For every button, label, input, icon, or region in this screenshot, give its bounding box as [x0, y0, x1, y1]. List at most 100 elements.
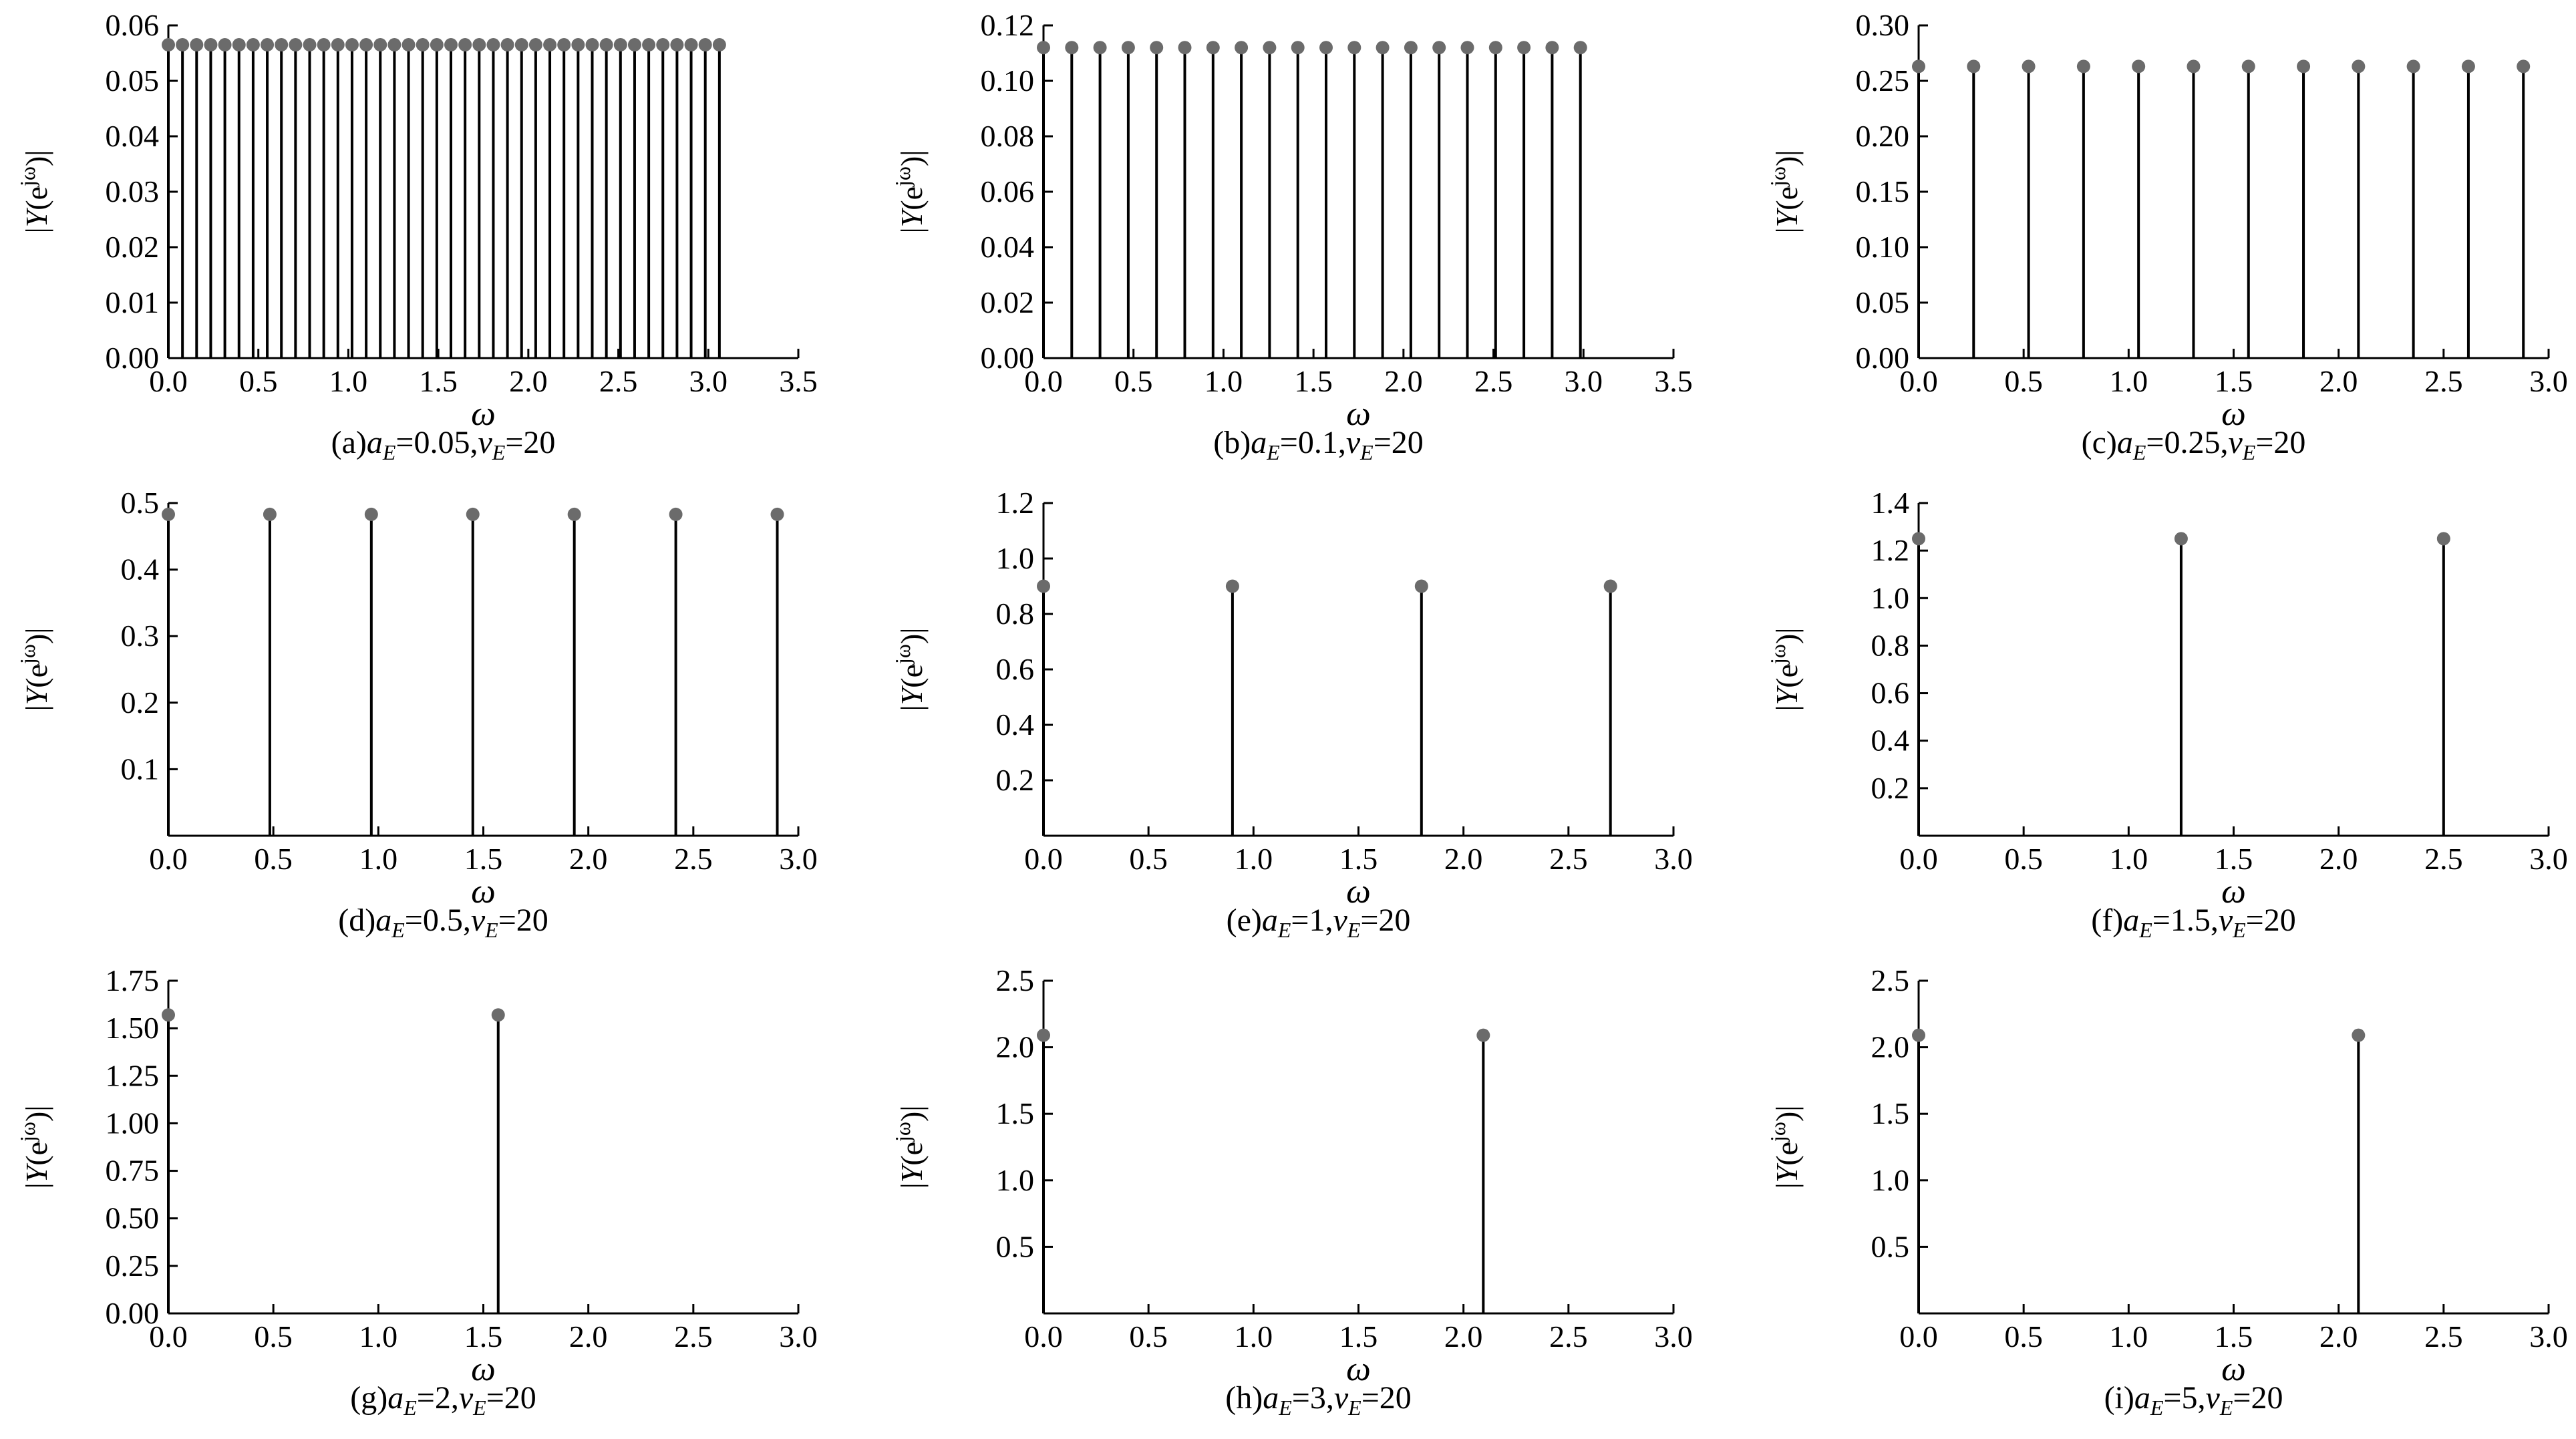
x-tick-label: 3.0 — [1654, 1319, 1693, 1353]
x-tick-label: 1.5 — [2215, 364, 2253, 398]
stem-marker — [1912, 532, 1925, 546]
y-tick-label: 0.1 — [121, 752, 160, 786]
y-tick-label: 0.3 — [121, 619, 160, 653]
stem-marker — [162, 38, 175, 52]
y-tick-label: 0.30 — [1856, 8, 1910, 42]
stem-marker — [204, 38, 218, 52]
stem-marker — [1460, 41, 1474, 55]
x-tick-label: 1.0 — [2110, 1319, 2148, 1353]
stem-marker — [263, 507, 277, 521]
caption-v-value: 20 — [523, 425, 555, 460]
x-tick-label: 2.5 — [1549, 842, 1588, 876]
y-tick-label: 0.00 — [1856, 341, 1910, 375]
stem-marker — [1263, 41, 1277, 55]
stem-marker — [1347, 41, 1361, 55]
stem-marker — [1037, 1028, 1050, 1042]
stem-marker — [1432, 41, 1446, 55]
y-axis-label: |Y(ejω)| — [1766, 1105, 1804, 1188]
x-tick-label: 0.5 — [1114, 364, 1153, 398]
y-label-part: Y — [19, 1162, 53, 1182]
stem-marker — [2352, 59, 2366, 73]
y-tick-label: 0.12 — [981, 8, 1035, 42]
x-tick-label: 0.5 — [1129, 1319, 1168, 1353]
x-axis-label: ω — [2221, 1350, 2246, 1388]
stem-marker — [1517, 41, 1531, 55]
y-tick-label: 0.00 — [981, 341, 1035, 375]
y-tick-label: 0.50 — [106, 1201, 160, 1235]
y-tick-label: 0.00 — [106, 341, 160, 375]
y-tick-label: 1.0 — [1871, 1163, 1910, 1197]
caption-a-value: 1.5 — [2170, 903, 2211, 938]
y-axis-label: |Y(ejω)| — [1766, 627, 1804, 711]
chart-svg: 0.0 0.5 1.0 1.5 2.0 2.5 3.0 3.5 0.00 0.01 0.02 0.03… — [15, 8, 818, 464]
y-tick-label: 0.01 — [106, 285, 160, 319]
y-tick-label: 1.50 — [106, 1011, 160, 1045]
y-tick-label: 0.4 — [996, 707, 1035, 742]
stem-marker — [364, 507, 378, 521]
y-axis-label: |Y(ejω)| — [1766, 150, 1804, 233]
stem-marker — [500, 38, 514, 52]
stem-marker — [567, 507, 581, 521]
caption-a-value: 3 — [1310, 1380, 1326, 1416]
stem-marker — [232, 38, 246, 52]
stem-marker — [599, 38, 613, 52]
chart-panel-1: 0.0 0.5 1.0 1.5 2.0 2.5 3.0 3.5 0.00 0.01 0.02 0.03… — [0, 0, 842, 474]
x-tick-label: 0.0 — [1899, 842, 1938, 876]
y-label-part: | — [19, 1182, 53, 1188]
x-tick-label: 0.0 — [149, 1319, 188, 1353]
x-axis-label: ω — [2221, 872, 2246, 911]
stem-marker — [162, 507, 175, 521]
y-tick-label: 2.5 — [1871, 963, 1910, 997]
x-tick-label: 1.5 — [2215, 842, 2253, 876]
x-tick-label: 0.0 — [1024, 1319, 1063, 1353]
x-tick-label: 2.5 — [1549, 1319, 1588, 1353]
y-tick-label: 1.2 — [1871, 533, 1910, 567]
stem-marker — [571, 38, 585, 52]
stem-marker — [2187, 59, 2201, 73]
chart-svg: 0.0 0.5 1.0 1.5 2.0 2.5 3.0 0.2 0.4 0.6 0.8 1.0 1.2 ω… — [891, 486, 1693, 942]
caption-a-value: 0.1 — [1298, 425, 1338, 460]
y-label-part: (e — [19, 186, 53, 210]
caption-v-value: 20 — [504, 1380, 536, 1416]
stem-marker — [1093, 41, 1107, 55]
y-tick-label: 1.0 — [1871, 581, 1910, 615]
y-label-part: )| — [1770, 150, 1804, 166]
stem-marker — [2076, 59, 2090, 73]
y-label-part: jω — [1766, 166, 1790, 187]
chart-svg: 0.0 0.5 1.0 1.5 2.0 2.5 3.0 0.00 0.05 0.10 0.15 0.2… — [1766, 8, 2568, 464]
x-tick-label: 1.0 — [1235, 1319, 1273, 1353]
y-tick-label: 1.2 — [996, 486, 1035, 520]
stem-marker — [1967, 59, 1981, 73]
caption-v-value: 20 — [1378, 903, 1410, 938]
y-tick-label: 1.25 — [106, 1058, 160, 1092]
y-label-part: | — [1770, 1182, 1804, 1188]
stem-marker — [359, 38, 373, 52]
y-label-part: | — [895, 227, 929, 233]
y-label-part: (e — [895, 1142, 929, 1166]
y-axis-label: |Y(ejω)| — [15, 150, 53, 233]
x-tick-label: 2.0 — [569, 1319, 608, 1353]
y-label-part: jω — [15, 1122, 39, 1142]
stem-marker — [176, 38, 190, 52]
y-label-part: Y — [19, 685, 53, 705]
stem-marker — [2436, 532, 2450, 546]
stem-marker — [1603, 579, 1617, 593]
y-label-part: | — [895, 705, 929, 711]
stem-marker — [1912, 1028, 1925, 1042]
y-tick-label: 0.04 — [106, 119, 160, 153]
stem-marker — [261, 38, 275, 52]
y-tick-label: 0.02 — [981, 285, 1035, 319]
x-tick-label: 2.0 — [509, 364, 548, 398]
x-tick-label: 1.5 — [1294, 364, 1333, 398]
x-tick-label: 0.5 — [2004, 364, 2043, 398]
y-tick-label: 0.03 — [106, 174, 160, 208]
chart-svg: 0.0 0.5 1.0 1.5 2.0 2.5 3.00.51.01.52.02.5ω|Y(… — [891, 963, 1693, 1420]
stem-marker — [401, 38, 416, 52]
panel-caption: (f)aE=1.5,vE=20 — [2091, 903, 2296, 942]
chart-svg: 0.0 0.5 1.0 1.5 2.0 2.5 3.00.10.20.30.40.5ω|Y(… — [15, 486, 818, 942]
caption-prefix: (d) — [338, 903, 375, 938]
y-tick-label: 1.0 — [996, 1163, 1035, 1197]
y-label-part: | — [1770, 227, 1804, 233]
x-tick-label: 2.0 — [2319, 842, 2358, 876]
